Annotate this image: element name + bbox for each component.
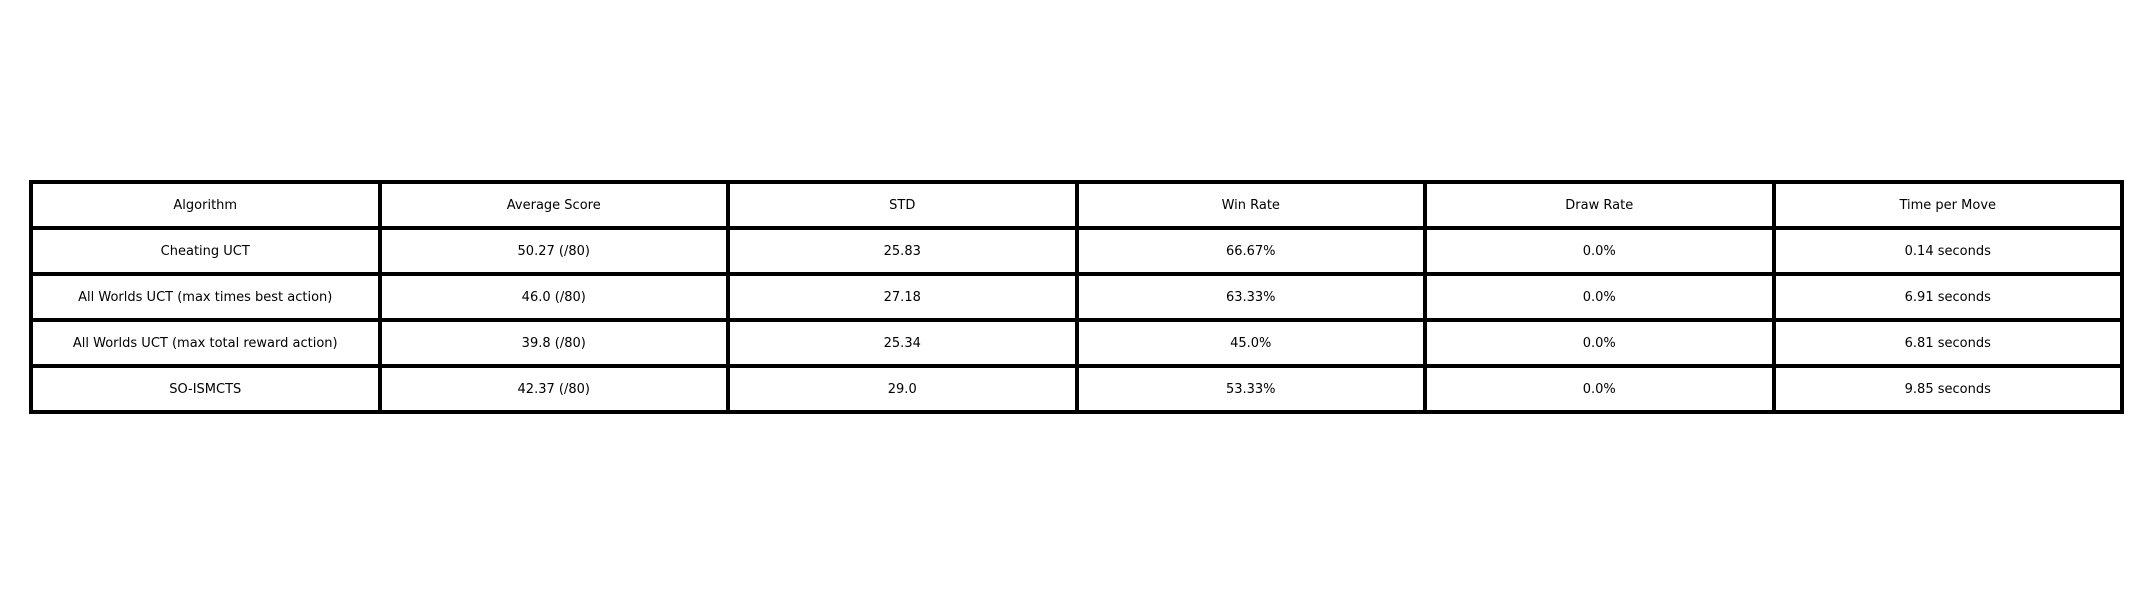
table-cell: All Worlds UCT (max total reward action) — [29, 318, 382, 368]
table-body: Cheating UCT 50.27 (/80) 25.83 66.67% 0.0% 0.… — [29, 226, 2124, 414]
table-cell: 25.83 — [726, 226, 1079, 276]
table-row: All Worlds UCT (max times best action) 46… — [29, 272, 2124, 322]
table-cell: 63.33% — [1074, 272, 1427, 322]
table-cell: 0.0% — [1423, 318, 1776, 368]
table-row: SO-ISMCTS 42.37 (/80) 29.0 53.33% 0.0% 9.85 s… — [29, 364, 2124, 414]
column-header: Average Score — [377, 180, 730, 230]
table-cell: All Worlds UCT (max times best action) — [29, 272, 382, 322]
table-cell: 50.27 (/80) — [377, 226, 730, 276]
table-cell: 42.37 (/80) — [377, 364, 730, 414]
column-header: Algorithm — [29, 180, 382, 230]
column-header: STD — [726, 180, 1079, 230]
table-cell: Cheating UCT — [29, 226, 382, 276]
table-cell: 39.8 (/80) — [377, 318, 730, 368]
table-row: Cheating UCT 50.27 (/80) 25.83 66.67% 0.0% 0.… — [29, 226, 2124, 276]
table-cell: 46.0 (/80) — [377, 272, 730, 322]
results-table: Algorithm Average Score STD Win Rate Draw Ra… — [29, 180, 2124, 414]
table-cell: 6.81 seconds — [1771, 318, 2124, 368]
table-cell: 9.85 seconds — [1771, 364, 2124, 414]
table-cell: 45.0% — [1074, 318, 1427, 368]
table-cell: 0.14 seconds — [1771, 226, 2124, 276]
column-header: Time per Move — [1771, 180, 2124, 230]
table-cell: 53.33% — [1074, 364, 1427, 414]
column-header: Win Rate — [1074, 180, 1427, 230]
column-header: Draw Rate — [1423, 180, 1776, 230]
table-cell: 29.0 — [726, 364, 1079, 414]
table-cell: 27.18 — [726, 272, 1079, 322]
table-cell: 25.34 — [726, 318, 1079, 368]
table-row: All Worlds UCT (max total reward action)… — [29, 318, 2124, 368]
table-cell: SO-ISMCTS — [29, 364, 382, 414]
table-cell: 66.67% — [1074, 226, 1427, 276]
table-cell: 6.91 seconds — [1771, 272, 2124, 322]
table-cell: 0.0% — [1423, 272, 1776, 322]
table-cell: 0.0% — [1423, 364, 1776, 414]
table-cell: 0.0% — [1423, 226, 1776, 276]
header-row: Algorithm Average Score STD Win Rate Draw Ra… — [29, 180, 2124, 230]
